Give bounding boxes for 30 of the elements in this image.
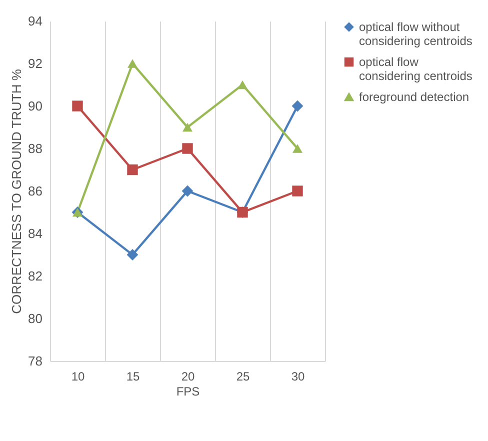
x-tick-label: 10 — [71, 370, 85, 384]
y-tick-label: 84 — [28, 226, 42, 241]
point — [128, 59, 138, 68]
y-tick-label: 82 — [28, 268, 42, 284]
x-tick-label: 30 — [291, 370, 305, 384]
point — [126, 249, 138, 260]
legend-label: optical flow considering centroids — [359, 55, 472, 83]
y-tick-label: 78 — [28, 354, 42, 368]
x-tick-label: 20 — [181, 370, 195, 384]
point — [72, 100, 83, 112]
x-tick-label: 15 — [126, 370, 140, 384]
point — [182, 143, 193, 154]
point — [127, 164, 138, 176]
y-axis-title: CORRECTNESS TO GROUND TRUTH % — [9, 68, 24, 314]
x-axis-title: FPS — [176, 384, 200, 398]
point — [292, 186, 303, 196]
y-tick-label: 86 — [28, 184, 42, 198]
point — [292, 100, 304, 112]
legend-label: optical flow without considering centroids — [359, 20, 472, 48]
point — [238, 80, 248, 90]
y-tick-label: 90 — [28, 98, 42, 114]
legend-label: foreground detection — [359, 90, 470, 104]
y-tick-label: 92 — [28, 56, 42, 71]
point — [292, 144, 302, 153]
point — [182, 185, 194, 197]
x-tick-label: 25 — [236, 370, 250, 384]
y-tick-label: 94 — [28, 14, 42, 28]
y-tick-label: 88 — [28, 141, 42, 156]
y-tick-label: 80 — [28, 311, 42, 326]
point — [182, 122, 192, 132]
